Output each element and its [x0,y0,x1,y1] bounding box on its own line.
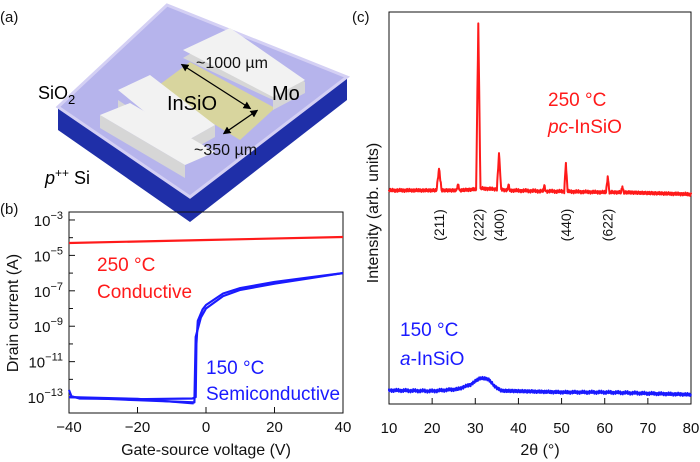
series-label-a-insio: a-InSiO [400,349,464,370]
panel-label-b: (b) [0,201,18,218]
series-label-150c: 150 °C [400,320,458,341]
series-line-250c [68,235,344,245]
mo-electrode-top [183,28,305,97]
plot-frame [388,11,692,405]
x-tick-label: 70 [640,420,657,437]
length-arrow [180,63,252,110]
y-tick-label: 10−3 [34,210,63,230]
series-label-250c: 250 °C [548,90,606,111]
peak-label: (222) [470,209,486,242]
x-tick-label: 20 [266,419,283,436]
x-tick-label: 20 [424,420,441,437]
series-line-150c [68,396,194,405]
series-label-150c: 150 °C [206,358,264,379]
x-tick-label: 50 [553,420,570,437]
y-tick-label: 10−7 [34,281,63,301]
x-tick-label: −20 [125,419,150,436]
peak-label: (400) [491,209,507,242]
x-tick-label: 60 [596,420,613,437]
x-tick-label: 30 [467,420,484,437]
panel-label-a: (a) [0,9,18,26]
sio2-label: SiO2 [38,83,75,107]
mo-electrode-left [118,75,215,143]
y-axis-label: Drain current (A) [5,254,22,372]
xrd-line-150c [388,375,692,397]
x-tick-label: 10 [381,420,398,437]
mo-electrode-bottom [100,103,215,165]
channel-label: InSiO [167,93,217,115]
series-label-pc-insio: pc-InSiO [547,117,622,138]
xrd-line-250c [388,22,692,197]
mo-electrode-bottom-side [100,115,185,178]
y-axis-label: Intensity (arb. units) [365,143,382,284]
y-tick-label: 10−9 [34,316,63,336]
x-axis-label: 2θ (°) [520,442,559,459]
xrd-chart: 2θ (°) Intensity (arb. units) 250 °C pc-… [365,11,700,459]
series-label-250c: 250 °C [97,255,155,276]
si-substrate-side [58,77,347,222]
width-arrow [222,109,259,135]
transfer-curve-chart: Gate-source voltage (V) Drain current (A… [5,210,351,459]
x-tick-label: −40 [56,419,81,436]
width-label: ~350 µm [194,142,257,159]
y-tick-label: 10−13 [28,387,63,407]
peak-label: (622) [600,209,616,242]
series-label-semiconductive: Semiconductive [206,384,340,405]
x-tick-label: 80 [683,420,700,437]
y-tick-label: 10−11 [28,352,63,372]
si-label: p++ Si [44,166,90,188]
device-schematic: ~1000 µm ~350 µm InSiO Mo SiO2 p++ Si [38,3,351,222]
y-tick-label: 10−5 [34,245,63,265]
peak-label: (440) [558,209,574,242]
x-tick-label: 40 [510,420,527,437]
x-axis-label: Gate-source voltage (V) [121,442,291,459]
peak-label: (211) [431,209,447,241]
x-tick-label: 0 [202,419,210,436]
series-label-conductive: Conductive [97,282,192,303]
panel-label-c: (c) [352,9,370,26]
length-label: ~1000 µm [196,55,268,72]
electrode-label: Mo [272,83,300,105]
x-tick-label: 40 [335,419,352,436]
